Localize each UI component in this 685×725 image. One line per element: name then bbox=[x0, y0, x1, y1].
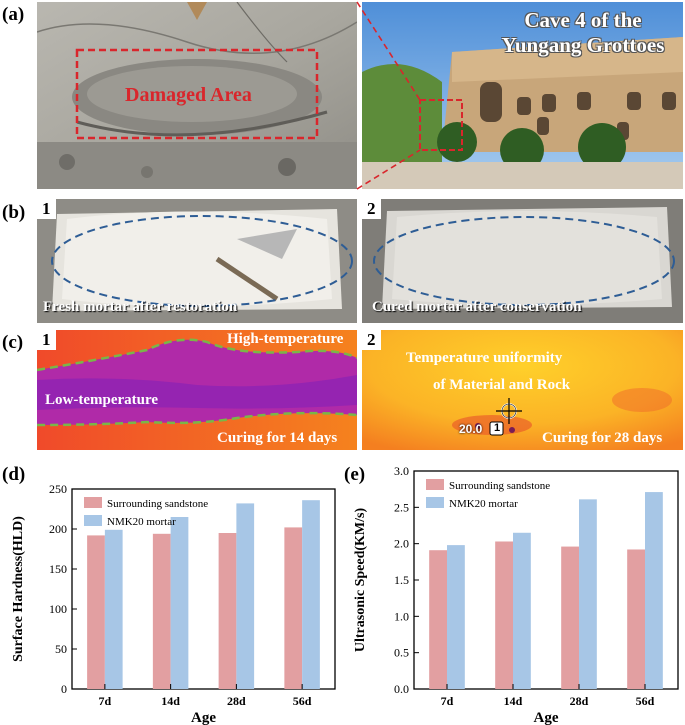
legend-label: Surrounding sandstone bbox=[449, 480, 550, 492]
cured-mortar-image bbox=[362, 199, 683, 323]
legend-label: NMK20 mortar bbox=[107, 516, 176, 528]
y-tick-label: 0.0 bbox=[394, 682, 409, 696]
y-tick-label: 250 bbox=[49, 482, 67, 496]
bar-nmk20-mortar-56d bbox=[645, 492, 663, 689]
y-axis-label: Ultrasonic Speed(KM/s) bbox=[353, 508, 368, 653]
damaged-area-photo: Damaged Area bbox=[37, 2, 357, 189]
y-tick-label: 200 bbox=[49, 522, 67, 536]
panel-b-num1: 1 bbox=[37, 199, 56, 219]
cave-image bbox=[362, 2, 683, 189]
y-tick-label: 50 bbox=[55, 642, 67, 656]
surface-hardness-chart: 0 50 100 150 200 250 7d 14d 28d 56d Age Surface Har… bbox=[11, 482, 336, 725]
bar-nmk20-mortar-14d bbox=[513, 532, 531, 689]
temperature-reading: 20.0 bbox=[459, 422, 483, 436]
x-tick-label: 56d bbox=[293, 694, 312, 708]
curing-28d-label: Curing for 28 days bbox=[542, 430, 663, 446]
low-temperature-label: Low-temperature bbox=[45, 392, 159, 408]
bar-surrounding-sandstone-7d bbox=[429, 550, 447, 689]
marker-number: 1 bbox=[493, 422, 501, 434]
legend-label: NMK20 mortar bbox=[449, 498, 518, 510]
cave-title-line1: Cave 4 of the bbox=[524, 8, 642, 32]
bar-surrounding-sandstone-28d bbox=[561, 546, 579, 689]
thermal-28d-graphic bbox=[362, 330, 683, 450]
legend-swatch bbox=[426, 479, 444, 490]
bar-nmk20-mortar-7d bbox=[104, 529, 123, 689]
bar-nmk20-mortar-7d bbox=[447, 545, 465, 689]
panel-c-num1: 1 bbox=[37, 330, 56, 350]
y-tick-label: 2.5 bbox=[394, 500, 409, 514]
fresh-mortar-photo: 1 Fresh mortar after restoration bbox=[37, 199, 357, 323]
panel-label-e: (e) bbox=[344, 464, 366, 485]
panel-label-d: (d) bbox=[2, 464, 26, 485]
connector-line-bottom bbox=[356, 149, 421, 190]
bar-surrounding-sandstone-14d bbox=[495, 541, 513, 689]
bar-nmk20-mortar-14d bbox=[170, 517, 189, 689]
bar-surrounding-sandstone-14d bbox=[152, 533, 171, 689]
cured-mortar-photo: 2 Cured mortar after conservation bbox=[362, 199, 683, 323]
cave-title-line2: Yungang Grottoes bbox=[501, 33, 665, 57]
curing-14d-label: Curing for 14 days bbox=[217, 430, 338, 446]
damaged-area-label: Damaged Area bbox=[125, 84, 252, 106]
panel-label-b: (b) bbox=[2, 202, 26, 223]
uniformity-line2: of Material and Rock bbox=[433, 377, 571, 393]
x-tick-label: 14d bbox=[504, 694, 523, 708]
panel-label-a: (a) bbox=[2, 4, 25, 25]
legend-swatch bbox=[84, 497, 102, 508]
bar-nmk20-mortar-56d bbox=[302, 500, 320, 689]
x-tick-label: 56d bbox=[636, 694, 655, 708]
panel-c-num2: 2 bbox=[362, 330, 381, 350]
fresh-mortar-image bbox=[37, 199, 357, 323]
legend-swatch bbox=[426, 497, 444, 508]
cured-mortar-caption: Cured mortar after conservation bbox=[372, 299, 582, 315]
legend-label: Surrounding sandstone bbox=[107, 498, 208, 510]
y-tick-label: 2.0 bbox=[394, 537, 409, 551]
legend-swatch bbox=[84, 515, 102, 526]
thermal-image-28d: 2 Temperature uniformity of Material and… bbox=[362, 330, 683, 450]
bar-nmk20-mortar-28d bbox=[236, 503, 255, 689]
ultrasonic-speed-chart: 0.0 0.5 1.0 1.5 2.0 2.5 3.0 7d 14d 28d 56d Age Ultra… bbox=[353, 464, 679, 725]
cave-title: Cave 4 of the Yungang Grottoes bbox=[488, 8, 678, 58]
damaged-area-image bbox=[37, 2, 357, 189]
x-tick-label: 14d bbox=[161, 694, 180, 708]
connector-line-top bbox=[356, 1, 421, 101]
bar-surrounding-sandstone-7d bbox=[87, 535, 105, 689]
x-axis-label: Age bbox=[534, 710, 559, 725]
uniformity-line1: Temperature uniformity bbox=[406, 350, 563, 366]
thermal-image-14d: 1 High-temperature Low-temperature Curin… bbox=[37, 330, 357, 450]
y-tick-label: 100 bbox=[49, 602, 67, 616]
x-tick-label: 28d bbox=[227, 694, 246, 708]
y-tick-label: 0 bbox=[61, 682, 67, 696]
y-tick-label: 1.5 bbox=[394, 573, 409, 587]
y-axis-label: Surface Hardness(HLD) bbox=[11, 516, 26, 662]
bar-nmk20-mortar-28d bbox=[579, 499, 597, 689]
panel-label-c: (c) bbox=[2, 332, 24, 353]
bar-surrounding-sandstone-56d bbox=[627, 549, 645, 689]
thermal-14d-graphic bbox=[37, 330, 357, 450]
x-tick-label: 7d bbox=[441, 694, 454, 708]
crosshair-marker bbox=[496, 398, 522, 424]
x-tick-label: 28d bbox=[570, 694, 589, 708]
bar-surrounding-sandstone-56d bbox=[284, 527, 303, 689]
y-tick-label: 150 bbox=[49, 562, 67, 576]
connector-lines bbox=[356, 1, 421, 190]
bar-surrounding-sandstone-28d bbox=[218, 533, 237, 689]
high-temperature-label: High-temperature bbox=[227, 331, 344, 347]
fresh-mortar-caption: Fresh mortar after restoration bbox=[43, 299, 238, 315]
cave-photo: Cave 4 of the Yungang Grottoes bbox=[362, 2, 683, 189]
x-axis-label: Age bbox=[191, 710, 216, 725]
panel-b-num2: 2 bbox=[362, 199, 381, 219]
plot-frame bbox=[71, 488, 336, 690]
y-tick-label: 0.5 bbox=[394, 646, 409, 660]
y-tick-label: 1.0 bbox=[394, 609, 409, 623]
x-tick-label: 7d bbox=[99, 694, 112, 708]
y-tick-label: 3.0 bbox=[394, 464, 409, 478]
